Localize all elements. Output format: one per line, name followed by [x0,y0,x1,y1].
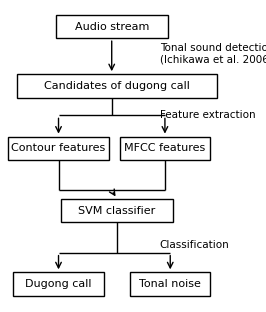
FancyBboxPatch shape [17,74,217,97]
Text: Tonal sound detection
(Ichikawa et al. 2006): Tonal sound detection (Ichikawa et al. 2… [160,43,266,65]
Text: Dugong call: Dugong call [25,279,92,289]
Text: Tonal noise: Tonal noise [139,279,201,289]
FancyBboxPatch shape [13,272,104,296]
Text: Audio stream: Audio stream [74,22,149,32]
FancyBboxPatch shape [8,137,109,160]
Text: Feature extraction: Feature extraction [160,110,255,120]
FancyBboxPatch shape [120,137,210,160]
Text: SVM classifier: SVM classifier [78,206,156,216]
FancyBboxPatch shape [61,199,173,222]
Text: Classification: Classification [160,240,229,250]
Text: Candidates of dugong call: Candidates of dugong call [44,81,190,91]
FancyBboxPatch shape [56,15,168,38]
Text: MFCC features: MFCC features [124,143,206,153]
Text: Contour features: Contour features [11,143,106,153]
FancyBboxPatch shape [130,272,210,296]
